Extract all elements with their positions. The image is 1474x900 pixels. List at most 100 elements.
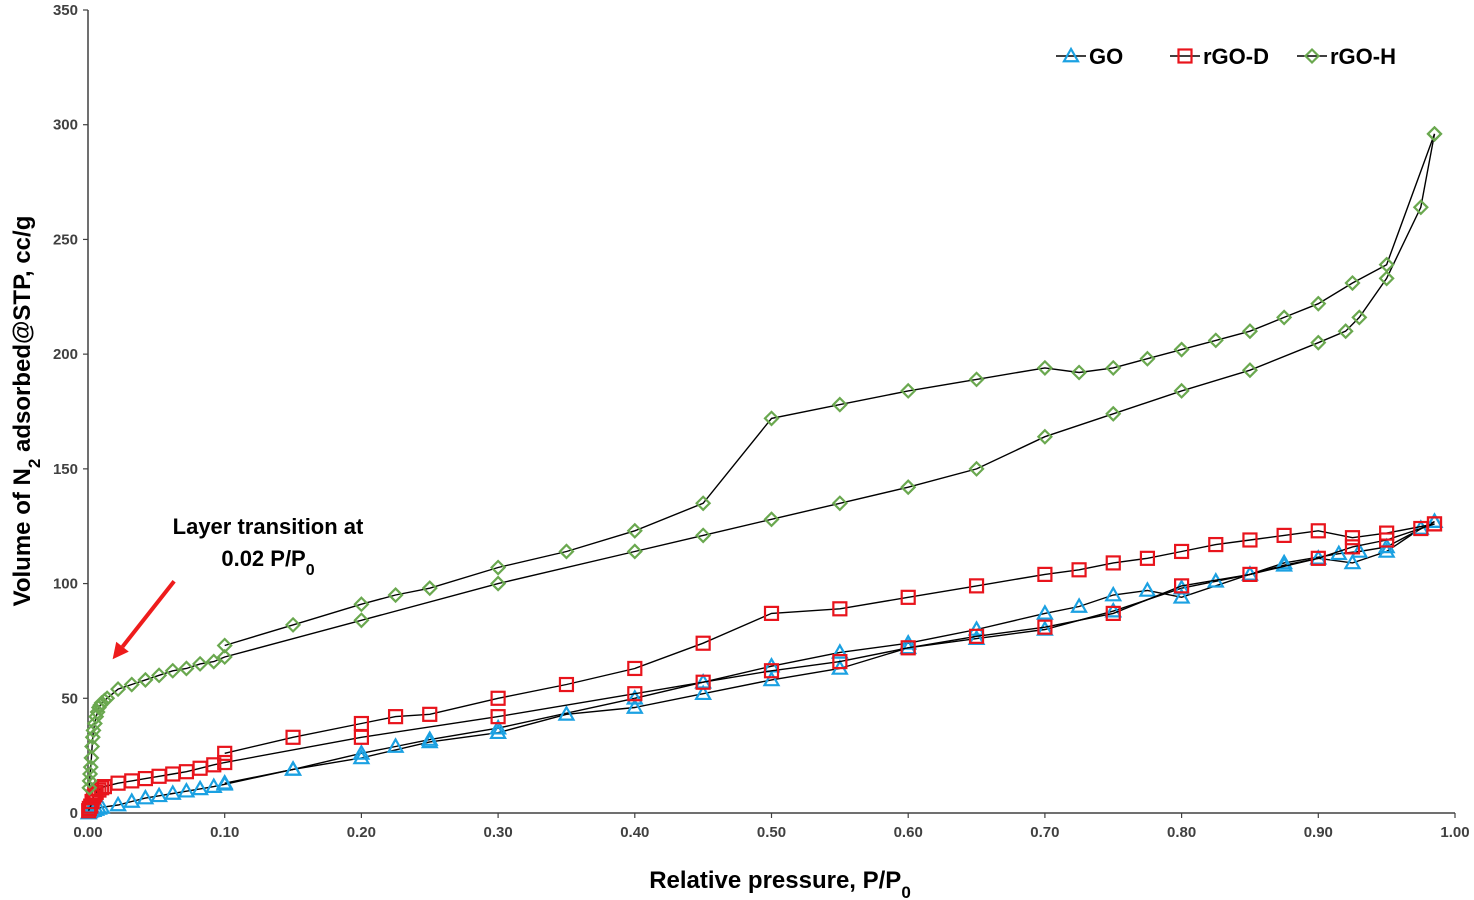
data-point [490,709,506,725]
data-point [967,620,986,636]
y-tick-label: 100 [53,576,78,593]
data-point [695,495,712,512]
data-point [1036,428,1053,445]
data-point [1343,553,1362,570]
data-point [1105,605,1121,621]
data-point [830,643,849,659]
data-point [1275,553,1294,570]
x-ticks: 0.00 0.10 0.20 0.30 0.40 0.50 0.60 0.70 0.80 0.90… [73,813,1470,841]
series-line-adsorption [88,133,1436,788]
data-point [1105,359,1122,376]
data-point [151,667,168,684]
y-tick-label: 150 [53,461,78,478]
data-point [763,511,780,528]
data-point [1173,382,1190,399]
data-point [420,732,439,749]
data-point [387,586,404,604]
data-point [284,616,302,633]
x-tick-label: 0.70 [1030,824,1059,841]
data-point [1344,530,1361,546]
data-point [216,648,233,666]
data-point [763,410,780,427]
data-point [625,698,644,714]
data-point [968,371,985,388]
data-point [1351,309,1368,326]
data-point [99,690,116,707]
y-axis-title: Volume of N2 adsorbed@STP, cc/g [9,216,44,607]
x-tick-label: 0.80 [1167,824,1196,841]
y-tick-label: 50 [61,690,78,707]
x-tick-label: 0.50 [757,824,786,841]
data-point [163,784,182,800]
legend-entry-rgo-h: rGO-H [1297,44,1396,69]
data-point [110,681,127,698]
data-point [420,730,439,746]
data-point [763,663,780,679]
data-point [627,686,643,702]
data-point [81,779,98,796]
data-point [217,754,233,771]
data-point [1426,516,1443,532]
series-rgo-d [81,516,1443,819]
data-point [1344,539,1361,555]
legend-marker [1062,46,1080,63]
data-point [900,589,916,605]
data-point [1208,536,1224,553]
series-rgo-h [81,125,1443,796]
data-point [123,676,140,693]
data-point [215,773,234,790]
data-point [1426,125,1443,142]
x-axis-title: Relative pressure, P/P0 [649,867,911,900]
data-point [386,737,405,753]
data-point [695,527,712,544]
data-point [762,670,781,687]
data-point [387,709,404,725]
data-point [109,795,127,812]
y-tick-label: 350 [53,2,78,19]
data-point [285,729,301,745]
data-point [1276,309,1293,326]
data-point [1173,543,1190,560]
annotation-arrow [120,580,176,648]
data-point [1104,601,1123,618]
data-point [1241,362,1259,379]
data-point [625,689,644,705]
data-point [831,396,848,413]
data-point [626,522,643,539]
data-point [1037,619,1053,635]
data-point [421,580,438,597]
data-point [206,757,222,773]
series-line-desorption [224,520,1435,784]
data-point [81,772,98,789]
data-point [1139,550,1156,566]
data-point [204,777,223,793]
data-point [900,640,916,656]
data-point [626,543,643,560]
annotation-line2: 0.02 P/P0 [221,546,314,579]
data-point [353,612,370,629]
legend-label: rGO-D [1203,44,1269,69]
data-point [557,705,576,721]
data-point [352,744,371,760]
data-point [968,578,985,594]
data-point [490,575,507,592]
data-point [177,781,196,798]
data-point [1379,525,1395,541]
data-point [83,749,100,766]
data-point [150,786,168,803]
data-point [1037,566,1053,582]
data-point [122,792,141,808]
data-point [1241,323,1259,340]
data-point [832,601,848,617]
data-point [205,653,222,670]
data-point [1344,274,1361,292]
data-point [1105,555,1121,571]
x-tick-label: 0.10 [210,824,239,841]
data-point [1378,256,1395,273]
data-point [84,729,101,746]
legend-label: GO [1089,44,1123,69]
data-point [831,495,848,512]
data-point [1337,323,1354,340]
y-tick-label: 200 [53,346,78,363]
